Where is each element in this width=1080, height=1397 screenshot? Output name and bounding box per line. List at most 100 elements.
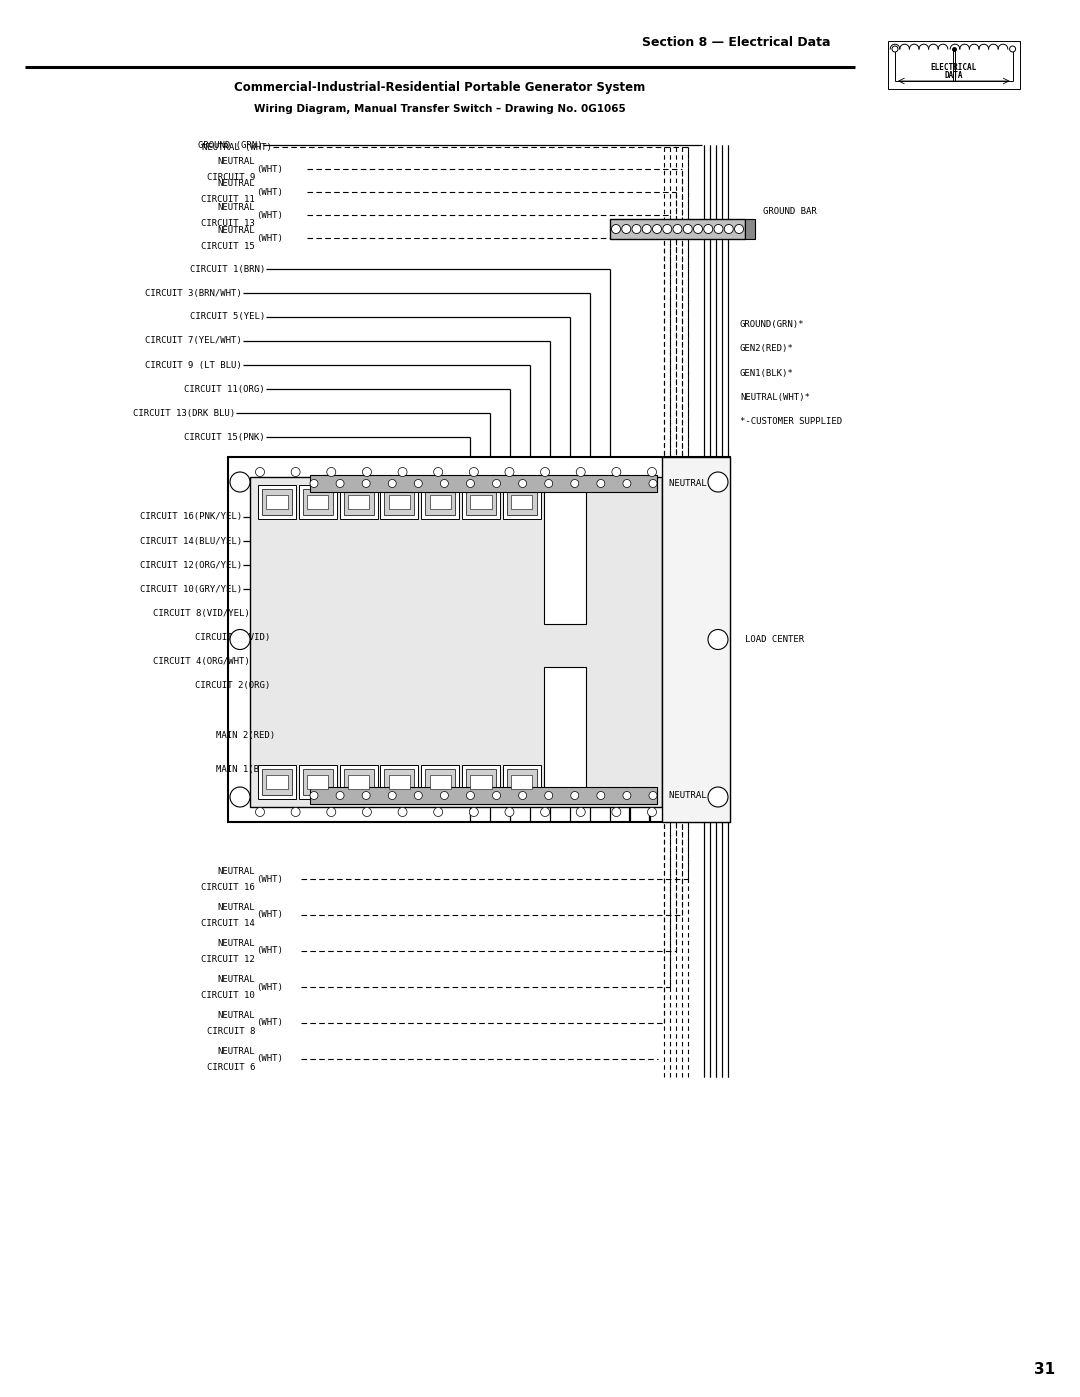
Circle shape	[256, 807, 265, 816]
Circle shape	[362, 792, 370, 799]
Text: CIRCUIT 8: CIRCUIT 8	[206, 1027, 255, 1035]
Text: (WHT): (WHT)	[256, 1018, 283, 1028]
Circle shape	[399, 468, 407, 476]
Circle shape	[632, 225, 642, 233]
Circle shape	[597, 792, 605, 799]
Text: CIRCUIT 3(BRN/WHT): CIRCUIT 3(BRN/WHT)	[145, 289, 242, 298]
Bar	[310, 475, 657, 492]
Circle shape	[467, 479, 474, 488]
Text: DATA: DATA	[945, 70, 963, 80]
Circle shape	[714, 225, 723, 233]
Text: MAIN 1(BLK): MAIN 1(BLK)	[216, 764, 275, 774]
Text: CIRCUIT 10: CIRCUIT 10	[201, 990, 255, 999]
Circle shape	[230, 630, 249, 650]
Circle shape	[663, 225, 672, 233]
Circle shape	[652, 225, 661, 233]
Bar	[267, 774, 287, 789]
Text: NEUTRAL (WHT): NEUTRAL (WHT)	[202, 142, 272, 151]
Circle shape	[327, 468, 336, 476]
Circle shape	[415, 479, 422, 488]
Circle shape	[492, 792, 500, 799]
Text: CIRCUIT 11: CIRCUIT 11	[201, 196, 255, 204]
Circle shape	[470, 468, 478, 476]
Bar	[543, 485, 585, 623]
Bar	[380, 485, 418, 520]
Circle shape	[643, 225, 651, 233]
Circle shape	[684, 225, 692, 233]
Circle shape	[505, 807, 514, 816]
Bar	[471, 495, 491, 510]
Circle shape	[612, 807, 621, 816]
Circle shape	[612, 468, 621, 476]
Circle shape	[648, 468, 657, 476]
Bar	[258, 766, 296, 799]
Text: Section 8 — Electrical Data: Section 8 — Electrical Data	[642, 35, 831, 49]
Text: Wiring Diagram, Manual Transfer Switch – Drawing No. 0G1065: Wiring Diagram, Manual Transfer Switch –…	[254, 103, 626, 115]
Text: CIRCUIT 14(BLU/YEL): CIRCUIT 14(BLU/YEL)	[140, 536, 242, 545]
Bar	[511, 495, 532, 510]
Bar	[228, 457, 730, 821]
Circle shape	[388, 479, 396, 488]
Text: (WHT): (WHT)	[256, 911, 283, 919]
Text: NEUTRAL: NEUTRAL	[217, 1010, 255, 1020]
Text: MAIN 2(RED): MAIN 2(RED)	[216, 731, 275, 739]
Bar	[462, 485, 500, 520]
Text: CIRCUIT 13: CIRCUIT 13	[201, 218, 255, 228]
Text: CIRCUIT 2(ORG): CIRCUIT 2(ORG)	[194, 680, 270, 690]
Text: CIRCUIT 10(GRY/YEL): CIRCUIT 10(GRY/YEL)	[140, 584, 242, 594]
Bar	[511, 774, 532, 789]
Bar	[745, 219, 755, 239]
Text: CIRCUIT 16: CIRCUIT 16	[201, 883, 255, 891]
Circle shape	[541, 468, 550, 476]
Circle shape	[649, 479, 657, 488]
Circle shape	[649, 792, 657, 799]
Text: CIRCUIT 9: CIRCUIT 9	[206, 172, 255, 182]
Bar	[299, 485, 337, 520]
Text: NEUTRAL: NEUTRAL	[217, 156, 255, 165]
Bar	[339, 485, 378, 520]
Circle shape	[399, 807, 407, 816]
Text: (WHT): (WHT)	[256, 875, 283, 883]
Text: ELECTRICAL: ELECTRICAL	[931, 63, 977, 71]
Circle shape	[518, 479, 527, 488]
Circle shape	[570, 479, 579, 488]
Circle shape	[230, 787, 249, 807]
Circle shape	[708, 630, 728, 650]
Bar	[262, 768, 292, 795]
Circle shape	[693, 225, 702, 233]
Text: CIRCUIT 6: CIRCUIT 6	[206, 1063, 255, 1071]
Text: CIRCUIT 5(YEL): CIRCUIT 5(YEL)	[190, 313, 265, 321]
Circle shape	[673, 225, 681, 233]
Text: NEUTRAL: NEUTRAL	[217, 203, 255, 211]
Circle shape	[434, 468, 443, 476]
Text: CIRCUIT 7(YEL/WHT): CIRCUIT 7(YEL/WHT)	[145, 337, 242, 345]
Bar	[299, 766, 337, 799]
Bar	[267, 495, 287, 510]
Bar	[307, 495, 328, 510]
Text: NEUTRAL BAR: NEUTRAL BAR	[669, 791, 728, 800]
Circle shape	[363, 807, 372, 816]
Bar	[389, 495, 410, 510]
Circle shape	[492, 479, 500, 488]
Bar	[426, 489, 455, 515]
Circle shape	[708, 472, 728, 492]
Bar	[543, 666, 585, 799]
Bar	[465, 489, 496, 515]
Circle shape	[336, 479, 345, 488]
Circle shape	[541, 807, 550, 816]
Circle shape	[577, 468, 585, 476]
Circle shape	[441, 792, 448, 799]
Circle shape	[622, 225, 631, 233]
Text: CIRCUIT 11(ORG): CIRCUIT 11(ORG)	[185, 384, 265, 394]
Bar	[302, 489, 333, 515]
Bar	[471, 774, 491, 789]
Circle shape	[611, 225, 621, 233]
Circle shape	[725, 225, 733, 233]
Text: ABS200
AGEN: ABS200 AGEN	[553, 549, 576, 560]
Bar	[507, 768, 537, 795]
Circle shape	[230, 472, 249, 492]
Text: GROUND BAR: GROUND BAR	[762, 207, 816, 215]
Text: NEUTRAL: NEUTRAL	[217, 902, 255, 911]
Bar	[302, 768, 333, 795]
Text: UTILITY: UTILITY	[552, 731, 578, 735]
